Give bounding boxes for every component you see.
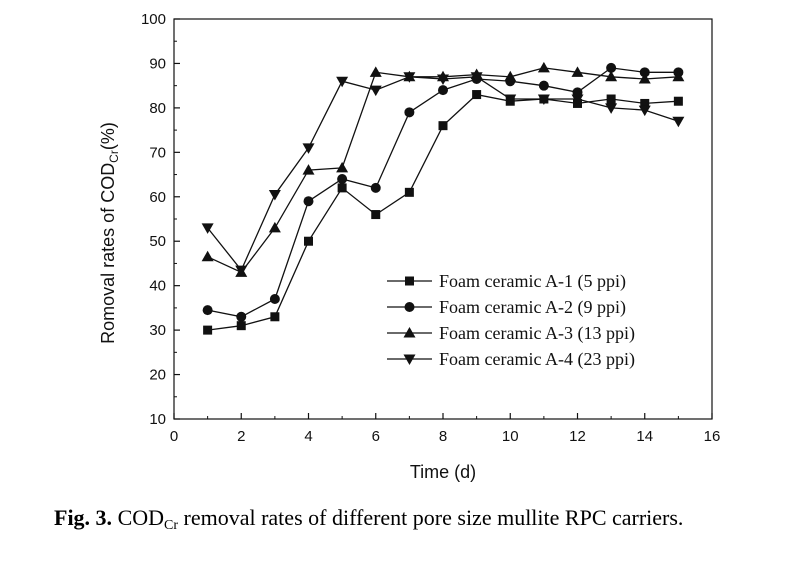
data-point <box>370 182 381 193</box>
data-point <box>504 70 517 82</box>
legend-marker <box>403 327 416 338</box>
x-tick-label: 14 <box>636 428 653 445</box>
data-point <box>470 72 483 83</box>
legend-label: Foam ceramic A-4 (23 ppi) <box>439 349 635 370</box>
caption-label: Fig. 3. <box>54 505 113 530</box>
chart: 0 2 4 6 8 10 12 14 16 10 20 30 40 50 60 70 80 90 100 Foam … <box>98 11 720 482</box>
y-axis-label-sub: Cr <box>107 150 121 163</box>
y-tick-label: 70 <box>149 144 166 161</box>
axes: 0 2 4 6 8 10 12 14 16 10 20 30 40 50 60 70 80 90 100 <box>141 11 720 445</box>
legend: Foam ceramic A-1 (5 ppi) Foam ceramic A-2… <box>387 271 635 370</box>
data-point <box>236 311 247 322</box>
data-point <box>606 94 616 104</box>
data-point <box>504 94 517 105</box>
data-point <box>202 305 213 316</box>
data-point <box>371 210 381 220</box>
x-tick-label: 10 <box>502 428 519 445</box>
y-tick-label: 20 <box>149 367 166 384</box>
data-point <box>571 66 584 77</box>
data-point <box>269 294 280 304</box>
data-point <box>369 66 382 77</box>
data-point <box>537 94 550 105</box>
legend-entry-1: Foam ceramic A-1 (5 ppi) <box>387 271 626 292</box>
x-tick-label: 12 <box>569 428 586 445</box>
x-tick-label: 4 <box>304 428 312 445</box>
y-tick-label: 30 <box>149 322 166 339</box>
data-point <box>639 67 650 78</box>
data-point <box>638 105 651 117</box>
legend-label: Foam ceramic A-2 (9 ppi) <box>439 297 626 318</box>
y-axis-label-suffix: (%) <box>98 122 118 150</box>
data-point <box>672 116 685 128</box>
data-point <box>302 164 315 175</box>
data-point <box>438 121 448 131</box>
x-tick-label: 2 <box>237 428 245 445</box>
data-point <box>369 85 382 97</box>
series-layer <box>201 61 685 335</box>
data-point <box>337 174 348 184</box>
data-point <box>640 98 650 108</box>
data-point <box>302 143 315 154</box>
data-point <box>203 325 213 335</box>
data-point <box>403 72 416 83</box>
y-tick-label: 10 <box>149 411 166 428</box>
x-tick-label: 6 <box>372 428 380 445</box>
data-point <box>268 221 281 233</box>
figure-caption: Fig. 3. CODCr removal rates of different… <box>54 503 766 533</box>
data-point <box>438 85 448 96</box>
caption-text-before: COD <box>112 505 165 530</box>
legend-marker <box>404 302 415 312</box>
legend-marker <box>403 354 416 365</box>
data-point <box>270 312 280 322</box>
y-axis-label: Romoval rates of CODCr(%) <box>98 122 121 344</box>
data-point <box>638 73 651 84</box>
y-axis-label-main: Romoval rates of COD <box>98 163 118 344</box>
y-tick-label: 90 <box>149 55 166 72</box>
data-point <box>201 223 214 234</box>
y-tick-label: 60 <box>149 189 166 206</box>
data-point <box>336 161 349 173</box>
data-point <box>673 96 683 106</box>
legend-marker <box>405 276 414 286</box>
y-tick-label: 50 <box>149 233 166 250</box>
data-point <box>235 265 248 277</box>
data-point <box>605 70 618 82</box>
caption-subscript: Cr <box>164 518 179 533</box>
data-point <box>472 90 482 100</box>
legend-label: Foam ceramic A-1 (5 ppi) <box>439 271 626 292</box>
data-point <box>538 80 549 91</box>
y-tick-label: 100 <box>141 11 166 28</box>
data-point <box>571 94 584 105</box>
series-4 <box>201 72 685 277</box>
data-point <box>337 183 347 193</box>
y-tick-label: 80 <box>149 100 166 117</box>
y-tick-label: 40 <box>149 278 166 295</box>
x-tick-label: 0 <box>170 428 178 445</box>
data-point <box>201 250 214 262</box>
legend-entry-3: Foam ceramic A-3 (13 ppi) <box>387 323 635 344</box>
data-point <box>336 76 349 88</box>
x-axis-label: Time (d) <box>410 462 476 482</box>
legend-entry-2: Foam ceramic A-2 (9 ppi) <box>387 297 626 318</box>
x-tick-label: 16 <box>704 428 721 445</box>
data-point <box>404 107 415 118</box>
data-point <box>236 321 246 331</box>
x-tick-label: 8 <box>439 428 447 445</box>
series-1 <box>203 90 683 335</box>
data-point <box>437 74 449 85</box>
caption-text-after: removal rates of different pore size mul… <box>178 505 684 530</box>
legend-label: Foam ceramic A-3 (13 ppi) <box>439 323 635 344</box>
data-point <box>404 187 414 197</box>
data-point <box>537 61 550 73</box>
data-point <box>268 190 281 201</box>
data-point <box>606 62 617 73</box>
data-point <box>303 196 314 207</box>
data-point <box>672 70 685 82</box>
legend-entry-4: Foam ceramic A-4 (23 ppi) <box>387 349 635 370</box>
data-point <box>304 236 313 246</box>
data-point <box>605 103 618 114</box>
